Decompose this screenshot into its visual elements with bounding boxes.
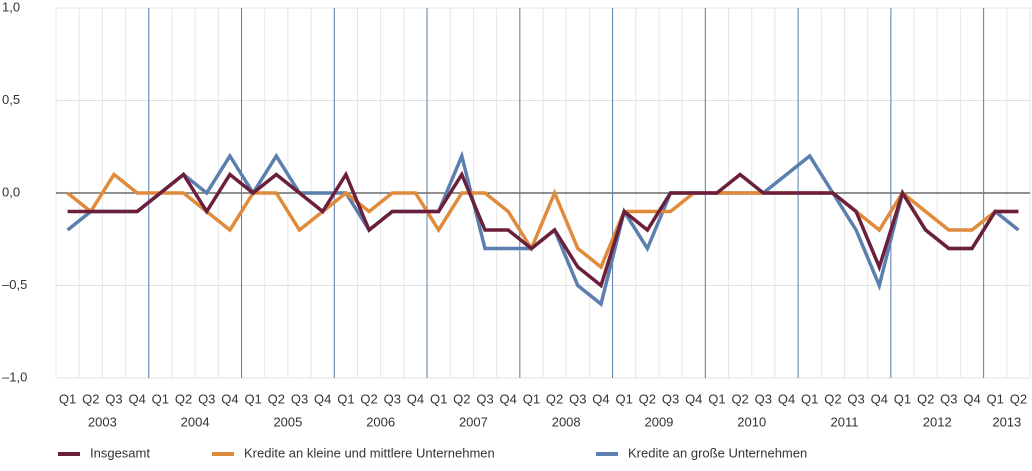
y-tick-label: 0,0 [2, 184, 20, 199]
year-label: 2004 [181, 414, 210, 429]
x-tick-label: Q4 [221, 391, 238, 406]
x-tick-label: Q2 [917, 391, 934, 406]
year-label: 2006 [366, 414, 395, 429]
x-tick-label: Q4 [314, 391, 331, 406]
x-tick-label: Q3 [847, 391, 864, 406]
y-tick-label: 0,5 [2, 92, 20, 107]
x-tick-label: Q3 [662, 391, 679, 406]
legend-label: Kredite an kleine und mittlere Unternehm… [244, 445, 495, 460]
x-tick-label: Q4 [778, 391, 795, 406]
x-tick-label: Q2 [360, 391, 377, 406]
legend-label: Insgesamt [90, 445, 150, 460]
x-tick-label: Q1 [337, 391, 354, 406]
x-tick-label: Q2 [1010, 391, 1027, 406]
year-label: 2012 [923, 414, 952, 429]
y-tick-label: 1,0 [2, 0, 20, 14]
x-tick-label: Q2 [268, 391, 285, 406]
series-line [66, 171, 1019, 270]
x-tick-label: Q2 [824, 391, 841, 406]
x-tick-label: Q1 [615, 391, 632, 406]
legend-label: Kredite an große Unternehmen [628, 445, 807, 460]
x-tick-label: Q3 [476, 391, 493, 406]
x-tick-label: Q4 [592, 391, 609, 406]
x-tick-label: Q4 [963, 391, 980, 406]
x-tick-label: Q3 [105, 391, 122, 406]
x-tick-label: Q3 [755, 391, 772, 406]
year-label: 2005 [273, 414, 302, 429]
x-tick-label: Q1 [244, 391, 261, 406]
x-tick-label: Q1 [152, 391, 169, 406]
x-tick-label: Q1 [801, 391, 818, 406]
x-tick-label: Q1 [894, 391, 911, 406]
x-tick-label: Q3 [569, 391, 586, 406]
year-label: 2003 [88, 414, 117, 429]
x-tick-label: Q3 [384, 391, 401, 406]
x-tick-label: Q4 [500, 391, 517, 406]
x-tick-label: Q4 [871, 391, 888, 406]
x-tick-label: Q2 [546, 391, 563, 406]
year-label: 2007 [459, 414, 488, 429]
x-tick-label: Q2 [639, 391, 656, 406]
x-tick-label: Q4 [685, 391, 702, 406]
year-label: 2009 [644, 414, 673, 429]
year-label: 2010 [737, 414, 766, 429]
y-tick-label: –1,0 [2, 369, 27, 384]
x-tick-label: Q1 [523, 391, 540, 406]
x-tick-label: Q4 [128, 391, 145, 406]
y-tick-label: –0,5 [2, 277, 27, 292]
x-tick-label: Q3 [291, 391, 308, 406]
x-tick-label: Q1 [708, 391, 725, 406]
x-tick-label: Q2 [82, 391, 99, 406]
year-label: 2011 [830, 414, 858, 429]
year-label: 2008 [552, 414, 581, 429]
x-tick-label: Q2 [731, 391, 748, 406]
x-tick-label: Q2 [175, 391, 192, 406]
series-line [67, 170, 1019, 289]
x-tick-label: Q2 [453, 391, 470, 406]
x-tick-label: Q1 [59, 391, 76, 406]
year-label: 2013 [992, 414, 1021, 429]
x-tick-label: Q1 [987, 391, 1004, 406]
x-tick-label: Q4 [407, 391, 424, 406]
x-tick-label: Q3 [940, 391, 957, 406]
x-tick-label: Q3 [198, 391, 215, 406]
x-tick-label: Q1 [430, 391, 447, 406]
